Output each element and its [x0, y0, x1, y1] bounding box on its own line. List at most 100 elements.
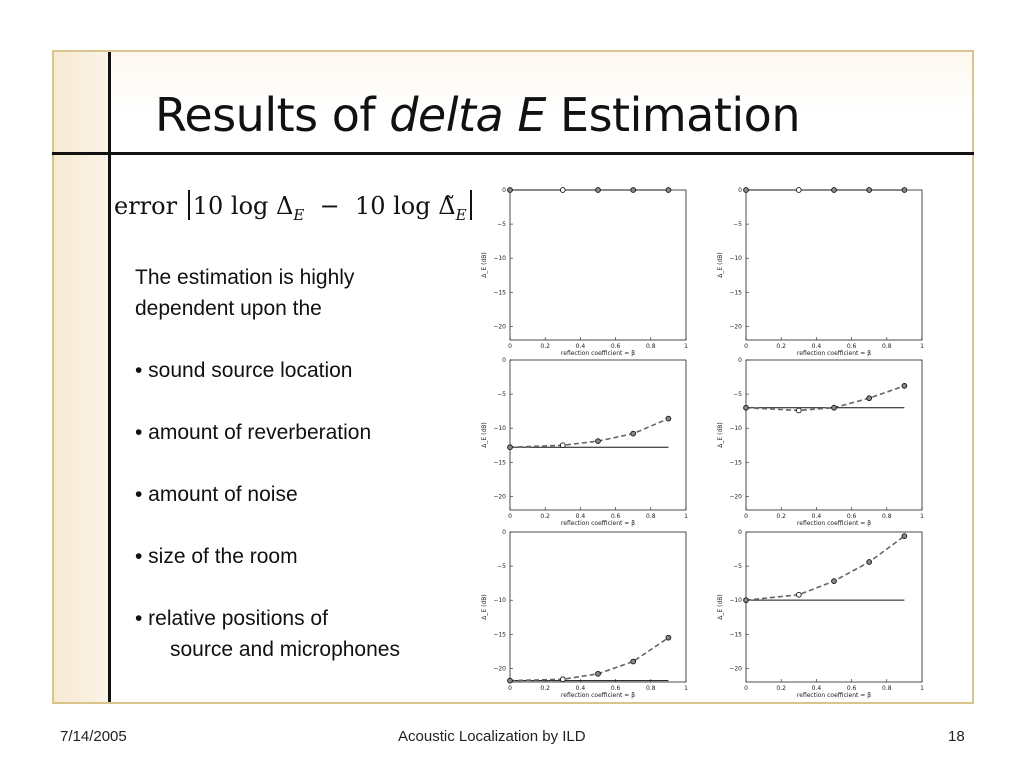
- formula-minus: −: [319, 192, 340, 220]
- body-line: dependent upon the: [135, 297, 322, 320]
- body-line: • sound source location: [135, 359, 353, 382]
- y-tick-label: 0: [738, 187, 742, 194]
- y-tick-label: −5: [497, 391, 506, 398]
- plot-6: 0 0.2 0.4 0.6 0.8 1 0 −5 −10 −15 −20 reflection coe…: [717, 529, 924, 699]
- body-line: • relative positions of: [135, 607, 328, 630]
- x-tick-label: 0: [744, 685, 748, 692]
- data-point: [743, 404, 749, 411]
- x-tick-label: 0.8: [646, 685, 656, 692]
- x-tick-label: 0.8: [646, 343, 656, 350]
- data-point: [866, 187, 873, 193]
- y-tick-label: −20: [493, 493, 506, 500]
- body-line: • amount of reverberation: [135, 421, 372, 444]
- x-tick-label: 0.6: [611, 343, 621, 350]
- x-tick-label: 0.4: [812, 513, 822, 520]
- formula-word: error: [114, 192, 178, 220]
- x-tick-label: 0.8: [882, 685, 892, 692]
- y-tick-label: −5: [733, 221, 742, 228]
- y-tick-label: −10: [729, 255, 742, 262]
- plot-axes-box: [745, 531, 923, 683]
- body-spacer: [135, 448, 400, 479]
- body-line: • size of the room: [135, 545, 298, 568]
- title-band: [108, 52, 972, 154]
- x-tick-label: 0: [744, 343, 748, 350]
- x-tick-label: 0.6: [847, 513, 857, 520]
- left-accent-strip: [54, 52, 108, 702]
- y-tick-label: −20: [729, 493, 742, 500]
- title-pre: Results of: [155, 88, 390, 142]
- data-point: [559, 676, 566, 683]
- y-tick-label: 0: [502, 357, 506, 364]
- x-tick-label: 0: [508, 685, 512, 692]
- x-tick-label: 0: [508, 343, 512, 350]
- y-tick-label: −15: [729, 289, 742, 296]
- x-tick-label: 0.8: [882, 513, 892, 520]
- data-point: [831, 404, 837, 411]
- x-tick-label: 1: [920, 343, 924, 350]
- vertical-rule: [108, 52, 111, 702]
- y-tick-label: −15: [493, 631, 506, 638]
- data-point: [507, 677, 513, 684]
- x-tick-label: 0.4: [576, 685, 586, 692]
- plot-4: 0 0.2 0.4 0.6 0.8 1 0 −5 −10 −15 −20 reflection coe…: [717, 357, 924, 527]
- x-tick-label: 0.6: [611, 685, 621, 692]
- formula-sub-2: E: [455, 205, 467, 224]
- x-tick-label: 1: [920, 685, 924, 692]
- x-tick-label: 1: [684, 685, 688, 692]
- data-point: [665, 187, 672, 193]
- y-tick-label: −15: [729, 459, 742, 466]
- data-point: [795, 591, 802, 598]
- y-axis-label: Δ_E (dB): [717, 594, 724, 619]
- y-axis-label: Δ_E (dB): [717, 422, 724, 447]
- data-point: [559, 187, 566, 193]
- data-point: [831, 578, 837, 584]
- data-point: [595, 438, 601, 444]
- plots-grid: 0 0.2 0.4 0.6 0.8 1 0 −5 −10 −15 −20 reflection coe…: [481, 187, 924, 699]
- slide-title: Results of delta E Estimation: [155, 88, 800, 142]
- y-tick-label: −15: [493, 459, 506, 466]
- x-axis-label: reflection coefficient = β: [561, 350, 635, 357]
- data-point: [559, 442, 566, 449]
- plot-axes-box: [745, 359, 923, 511]
- plot-axes-box: [509, 189, 687, 341]
- y-tick-label: 0: [738, 529, 742, 536]
- y-tick-label: −10: [493, 255, 506, 262]
- y-axis-label: Δ_E (dB): [481, 252, 488, 277]
- x-tick-label: 0.4: [812, 685, 822, 692]
- title-italic: delta E: [389, 88, 546, 142]
- x-axis-label: reflection coefficient = β: [797, 520, 871, 527]
- x-tick-label: 0.8: [882, 343, 892, 350]
- y-tick-label: −20: [729, 323, 742, 330]
- error-formula: error 10 log ΔE − 10 log Δ̃E: [114, 190, 475, 224]
- data-point: [901, 187, 908, 193]
- y-tick-label: −15: [493, 289, 506, 296]
- x-tick-label: 0.2: [540, 343, 550, 350]
- horizontal-rule: [52, 152, 974, 155]
- x-tick-label: 1: [684, 513, 688, 520]
- y-tick-label: −20: [729, 665, 742, 672]
- x-tick-label: 0.6: [847, 685, 857, 692]
- y-tick-label: 0: [738, 357, 742, 364]
- x-tick-label: 0.6: [611, 513, 621, 520]
- x-axis-label: reflection coefficient = β: [561, 692, 635, 699]
- data-point: [795, 187, 802, 193]
- x-tick-label: 0.8: [646, 513, 656, 520]
- y-tick-label: −5: [733, 391, 742, 398]
- body-text: The estimation is highly dependent upon t…: [135, 262, 400, 665]
- x-tick-label: 0.2: [540, 685, 550, 692]
- x-tick-label: 0: [744, 513, 748, 520]
- formula-left: 10 log Δ: [192, 192, 294, 220]
- body-spacer: [135, 324, 400, 355]
- y-axis-label: Δ_E (dB): [481, 422, 488, 447]
- data-point: [595, 670, 601, 677]
- x-tick-label: 0.4: [576, 343, 586, 350]
- footer-title: Acoustic Localization by ILD: [398, 728, 586, 745]
- data-point: [507, 187, 513, 193]
- data-point: [901, 533, 908, 539]
- data-point: [866, 559, 873, 565]
- abs-bar-right: [469, 190, 472, 220]
- y-axis-label: Δ_E (dB): [717, 252, 724, 277]
- x-tick-label: 1: [684, 343, 688, 350]
- y-axis-label: Δ_E (dB): [481, 594, 488, 619]
- x-tick-label: 0.2: [776, 685, 786, 692]
